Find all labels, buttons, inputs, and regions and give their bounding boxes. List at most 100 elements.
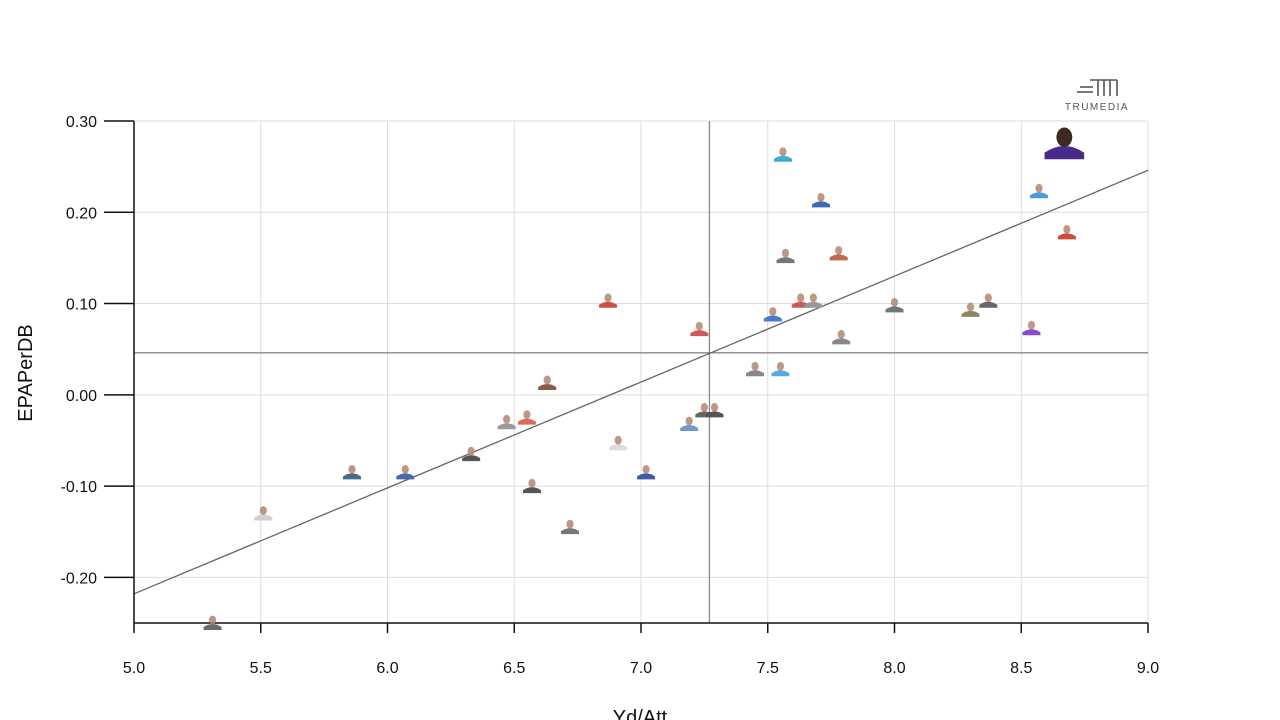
- player-head: [817, 193, 825, 202]
- player-shirt: [462, 455, 481, 462]
- player-shirt: [1057, 233, 1076, 240]
- player-shirt: [832, 338, 851, 345]
- player-point: [885, 297, 904, 313]
- player-point: [1057, 224, 1076, 240]
- highlighted-player-point: [1044, 127, 1085, 160]
- player-point: [396, 465, 415, 480]
- player-shirt: [517, 418, 536, 425]
- player-point: [203, 615, 222, 630]
- x-tick-label: 8.0: [883, 660, 905, 677]
- player-point: [832, 329, 851, 345]
- player-shirt: [773, 155, 792, 162]
- player-shirt: [1044, 146, 1085, 160]
- player-head: [1063, 224, 1071, 234]
- player-head: [401, 465, 409, 474]
- x-axis-title: Yd/Att: [613, 707, 668, 720]
- player-shirt: [680, 425, 699, 432]
- player-shirt: [690, 330, 709, 337]
- x-tick-label: 9.0: [1137, 660, 1159, 677]
- reference-lines: [133, 121, 1149, 623]
- player-point: [254, 506, 273, 521]
- player-shirt: [705, 411, 724, 418]
- axes: 5.0 5.5 6.0 6.5 7.0 7.5 8.0 8.5 9.0 0.30 0.20 0.10 0…: [61, 114, 1160, 677]
- player-head: [700, 402, 708, 412]
- player-point: [746, 361, 765, 377]
- player-shirt: [599, 301, 618, 308]
- player-head: [1027, 320, 1035, 330]
- player-shirt: [771, 370, 790, 377]
- player-point: [609, 435, 628, 451]
- player-shirt: [746, 370, 765, 377]
- y-tick-label: 0.00: [66, 388, 97, 405]
- x-tick-label: 7.5: [757, 660, 779, 677]
- x-tick-label: 5.0: [123, 660, 145, 677]
- player-point: [1029, 183, 1048, 199]
- player-head: [528, 478, 536, 488]
- player-point: [462, 446, 481, 462]
- player-shirt: [497, 423, 516, 430]
- player-head: [208, 615, 217, 625]
- player-head: [259, 506, 267, 515]
- player-shirt: [885, 306, 904, 313]
- x-tick-label: 5.5: [250, 660, 272, 677]
- player-shirt: [609, 444, 628, 451]
- player-point: [776, 248, 795, 264]
- player-head: [685, 416, 693, 426]
- player-shirt: [203, 624, 222, 630]
- trumedia-logo: TRUMEDIA: [1065, 79, 1129, 113]
- player-point: [522, 478, 541, 494]
- player-head: [809, 293, 817, 303]
- player-head: [523, 410, 531, 420]
- player-head: [543, 375, 551, 385]
- player-head: [769, 307, 777, 316]
- player-shirt: [829, 254, 848, 261]
- y-tick-label: 0.20: [66, 205, 97, 222]
- player-head: [797, 293, 805, 303]
- y-tick-label: 0.10: [66, 297, 97, 314]
- grid-lines: [134, 120, 1149, 623]
- trend-line: [133, 169, 1149, 595]
- player-head: [890, 297, 899, 307]
- player-shirt: [343, 473, 362, 480]
- player-shirt: [804, 301, 823, 308]
- player-shirt: [1022, 329, 1041, 336]
- player-point: [979, 293, 998, 308]
- x-tick-label: 8.5: [1010, 660, 1032, 677]
- player-point: [680, 416, 699, 432]
- data-points: [203, 127, 1085, 630]
- x-tick-label: 6.5: [503, 660, 525, 677]
- player-shirt: [561, 528, 580, 535]
- player-point: [690, 321, 709, 337]
- y-axis-title: EPAPerDB: [15, 324, 37, 421]
- player-head: [984, 293, 992, 303]
- player-point: [561, 519, 580, 535]
- player-point: [637, 465, 656, 480]
- player-shirt: [961, 310, 980, 317]
- y-tick-label: -0.10: [61, 479, 98, 496]
- player-head: [614, 435, 622, 445]
- player-shirt: [811, 201, 830, 208]
- player-point: [517, 410, 536, 425]
- player-shirt: [522, 487, 541, 494]
- logo-text: TRUMEDIA: [1065, 102, 1129, 113]
- player-point: [1022, 320, 1041, 336]
- x-tick-label: 7.0: [630, 660, 652, 677]
- player-head: [966, 302, 975, 312]
- player-point: [961, 302, 980, 317]
- player-point: [538, 375, 557, 390]
- y-tick-label: 0.30: [66, 114, 97, 131]
- player-head: [695, 321, 703, 331]
- player-head: [781, 248, 790, 258]
- player-head: [1035, 183, 1043, 193]
- player-point: [771, 361, 790, 377]
- player-point: [811, 193, 830, 208]
- player-point: [804, 293, 823, 308]
- player-head: [1056, 127, 1073, 147]
- player-shirt: [776, 257, 795, 264]
- player-shirt: [637, 473, 656, 480]
- player-head: [642, 465, 650, 474]
- player-shirt: [979, 301, 998, 308]
- logo-mark-icon: [1077, 79, 1118, 96]
- player-head: [776, 361, 785, 371]
- player-point: [829, 245, 848, 261]
